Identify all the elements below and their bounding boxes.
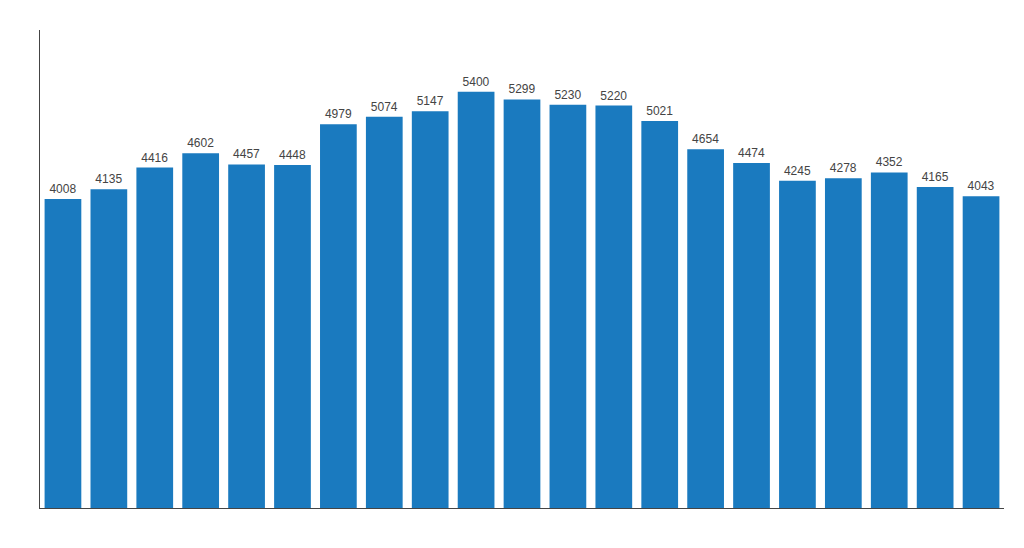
svg-text:4416: 4416 [141, 151, 168, 165]
svg-text:5021: 5021 [646, 104, 673, 118]
svg-text:4135: 4135 [95, 172, 122, 186]
svg-text:4245: 4245 [784, 164, 811, 178]
svg-text:4278: 4278 [830, 161, 857, 175]
svg-text:5400: 5400 [463, 75, 490, 89]
svg-text:5147: 5147 [417, 94, 444, 108]
svg-text:4165: 4165 [922, 170, 949, 184]
svg-text:5299: 5299 [508, 82, 535, 96]
svg-text:4008: 4008 [49, 182, 76, 196]
svg-text:5074: 5074 [371, 100, 398, 114]
svg-text:4352: 4352 [876, 155, 903, 169]
svg-text:4043: 4043 [968, 179, 995, 193]
svg-text:5230: 5230 [554, 88, 581, 102]
svg-text:4474: 4474 [738, 146, 765, 160]
svg-text:4448: 4448 [279, 148, 306, 162]
svg-text:4979: 4979 [325, 107, 352, 121]
svg-text:5220: 5220 [600, 89, 627, 103]
svg-text:4457: 4457 [233, 147, 260, 161]
svg-text:4602: 4602 [187, 136, 214, 150]
svg-text:4654: 4654 [692, 132, 719, 146]
